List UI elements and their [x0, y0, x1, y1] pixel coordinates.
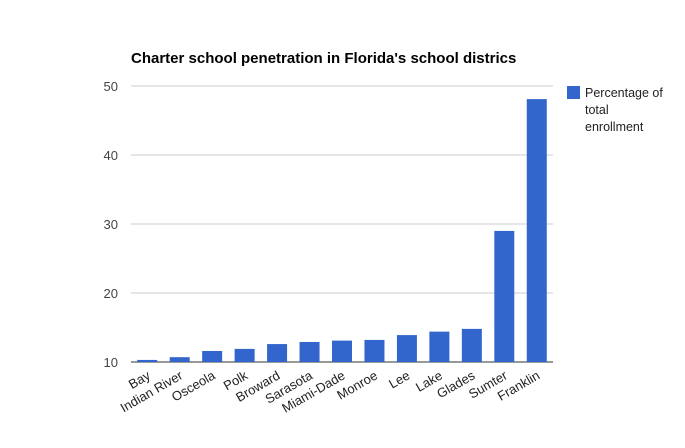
bar-sumter: [494, 230, 515, 362]
legend: Percentage of total enrollment: [567, 86, 663, 134]
bar-lee: [396, 335, 417, 362]
bar-franklin: [526, 99, 547, 363]
bar-bay: [137, 359, 158, 362]
bar-lake: [429, 331, 450, 362]
bar-glades: [461, 328, 482, 362]
bar-broward: [267, 344, 288, 362]
y-tick-label: 30: [104, 217, 118, 232]
y-tick-label: 10: [104, 355, 118, 370]
legend-label-line-2: total: [585, 103, 609, 117]
bar-monroe: [364, 339, 385, 362]
x-tick-label: Lee: [386, 368, 412, 392]
legend-label-line-1: Percentage of: [585, 86, 663, 100]
bar-indian-river: [169, 357, 190, 362]
bar-miami-dade: [332, 340, 352, 362]
bar-osceola: [202, 350, 223, 362]
legend-label-line-3: enrollment: [585, 120, 644, 134]
bar-sarasota: [299, 341, 320, 362]
y-tick-label: 50: [104, 79, 118, 94]
y-tick-label: 20: [104, 286, 118, 301]
bar-polk: [234, 348, 255, 362]
chart-title: Charter school penetration in Florida's …: [131, 50, 516, 67]
y-tick-label: 40: [104, 148, 118, 163]
legend-swatch: [567, 86, 580, 99]
